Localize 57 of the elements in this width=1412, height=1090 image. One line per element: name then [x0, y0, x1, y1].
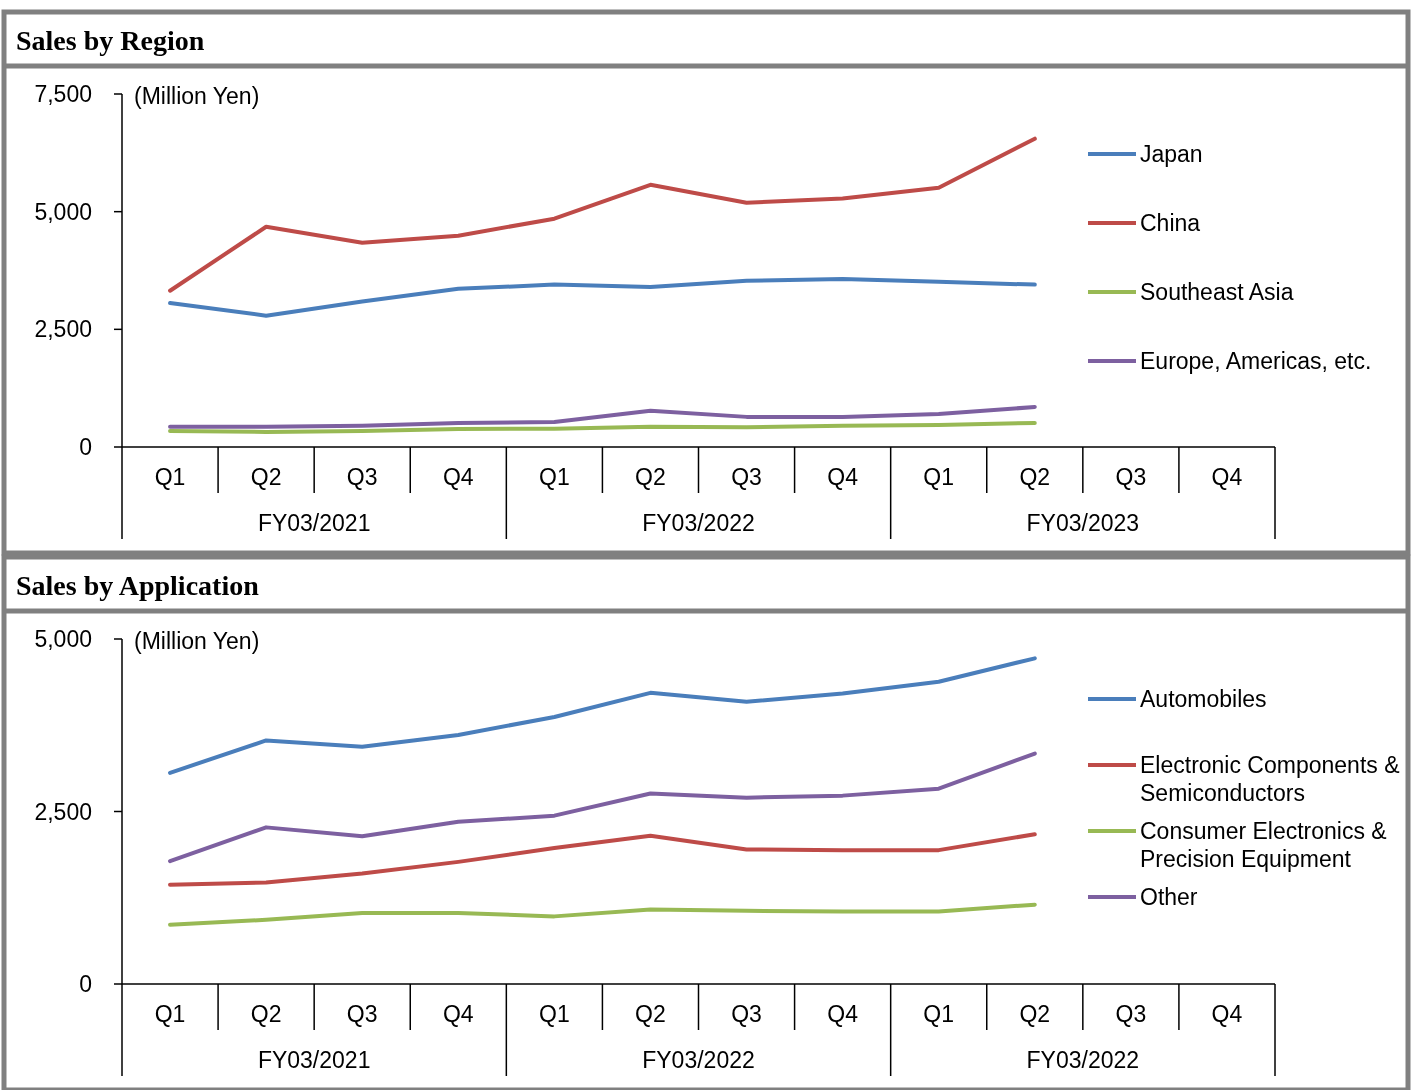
x-tick-label: Q4: [442, 1001, 474, 1027]
y-tick-label: 2,500: [34, 798, 92, 825]
y-axis-title: (Million Yen): [134, 83, 260, 109]
y-tick-label: 0: [79, 971, 92, 997]
y-tick-label: 2,500: [34, 316, 92, 343]
line-series: [168, 751, 1037, 864]
x-tick-label: Q3: [1115, 1001, 1147, 1027]
line-series: [168, 136, 1037, 293]
x-tick-label: Q3: [731, 1001, 762, 1027]
legend-label: Southeast Asia: [1140, 279, 1294, 305]
y-tick-label: 7,500: [34, 81, 92, 107]
x-tick-label: Q1: [154, 1001, 186, 1027]
legend-label: China: [1140, 210, 1201, 236]
legend-label: Automobiles: [1140, 686, 1267, 712]
line-series: [168, 276, 1037, 318]
line-series: [168, 404, 1037, 429]
x-tick-label: Q4: [1211, 464, 1243, 490]
x-tick-label: Q1: [539, 464, 570, 490]
x-tick-label: Q2: [1019, 464, 1051, 490]
chart-title: Sales by Application: [16, 570, 260, 601]
x-tick-label: Q3: [346, 464, 378, 490]
text: FY03/2021: [257, 510, 371, 536]
text: FY03/2022: [642, 510, 755, 536]
y-tick-label: 5,000: [34, 626, 92, 652]
legend-label: Europe, Americas, etc.: [1140, 348, 1372, 374]
text: FY03/2022: [1026, 1047, 1140, 1073]
x-tick-label: Q3: [1115, 464, 1147, 490]
line-series: [168, 902, 1037, 927]
x-tick-label: Q1: [923, 1001, 955, 1027]
x-tick-label: Q1: [154, 464, 186, 490]
legend-label: Japan: [1140, 141, 1203, 167]
x-tick-label: Q4: [827, 1001, 859, 1027]
legend-label: Other: [1140, 884, 1198, 910]
x-tick-label: Q2: [250, 464, 282, 490]
line-series: [168, 832, 1037, 887]
x-tick-label: Q4: [442, 464, 474, 490]
legend-label: Consumer Electronics & Precision Equipment: [1140, 818, 1387, 872]
chart-title: Sales by Region: [16, 25, 205, 56]
y-axis-title: (Million Yen): [134, 628, 260, 654]
x-tick-label: Q3: [731, 464, 762, 490]
text: FY03/2023: [1026, 510, 1140, 536]
x-tick-label: Q3: [346, 1001, 378, 1027]
text: FY03/2022: [642, 1047, 755, 1073]
legend-label: Electronic Components & Semiconductors: [1140, 752, 1400, 806]
x-tick-label: Q4: [1211, 1001, 1243, 1027]
text: FY03/2021: [257, 1047, 371, 1073]
x-tick-label: Q1: [539, 1001, 570, 1027]
line-series: [168, 421, 1037, 434]
y-tick-label: 5,000: [34, 198, 92, 225]
y-tick-label: 0: [79, 434, 92, 460]
x-tick-label: Q2: [635, 1001, 666, 1027]
x-tick-label: Q4: [827, 464, 859, 490]
x-tick-label: Q1: [923, 464, 955, 490]
line-series: [168, 656, 1037, 775]
x-tick-label: Q2: [250, 1001, 282, 1027]
x-tick-label: Q2: [635, 464, 666, 490]
x-tick-label: Q2: [1019, 1001, 1051, 1027]
